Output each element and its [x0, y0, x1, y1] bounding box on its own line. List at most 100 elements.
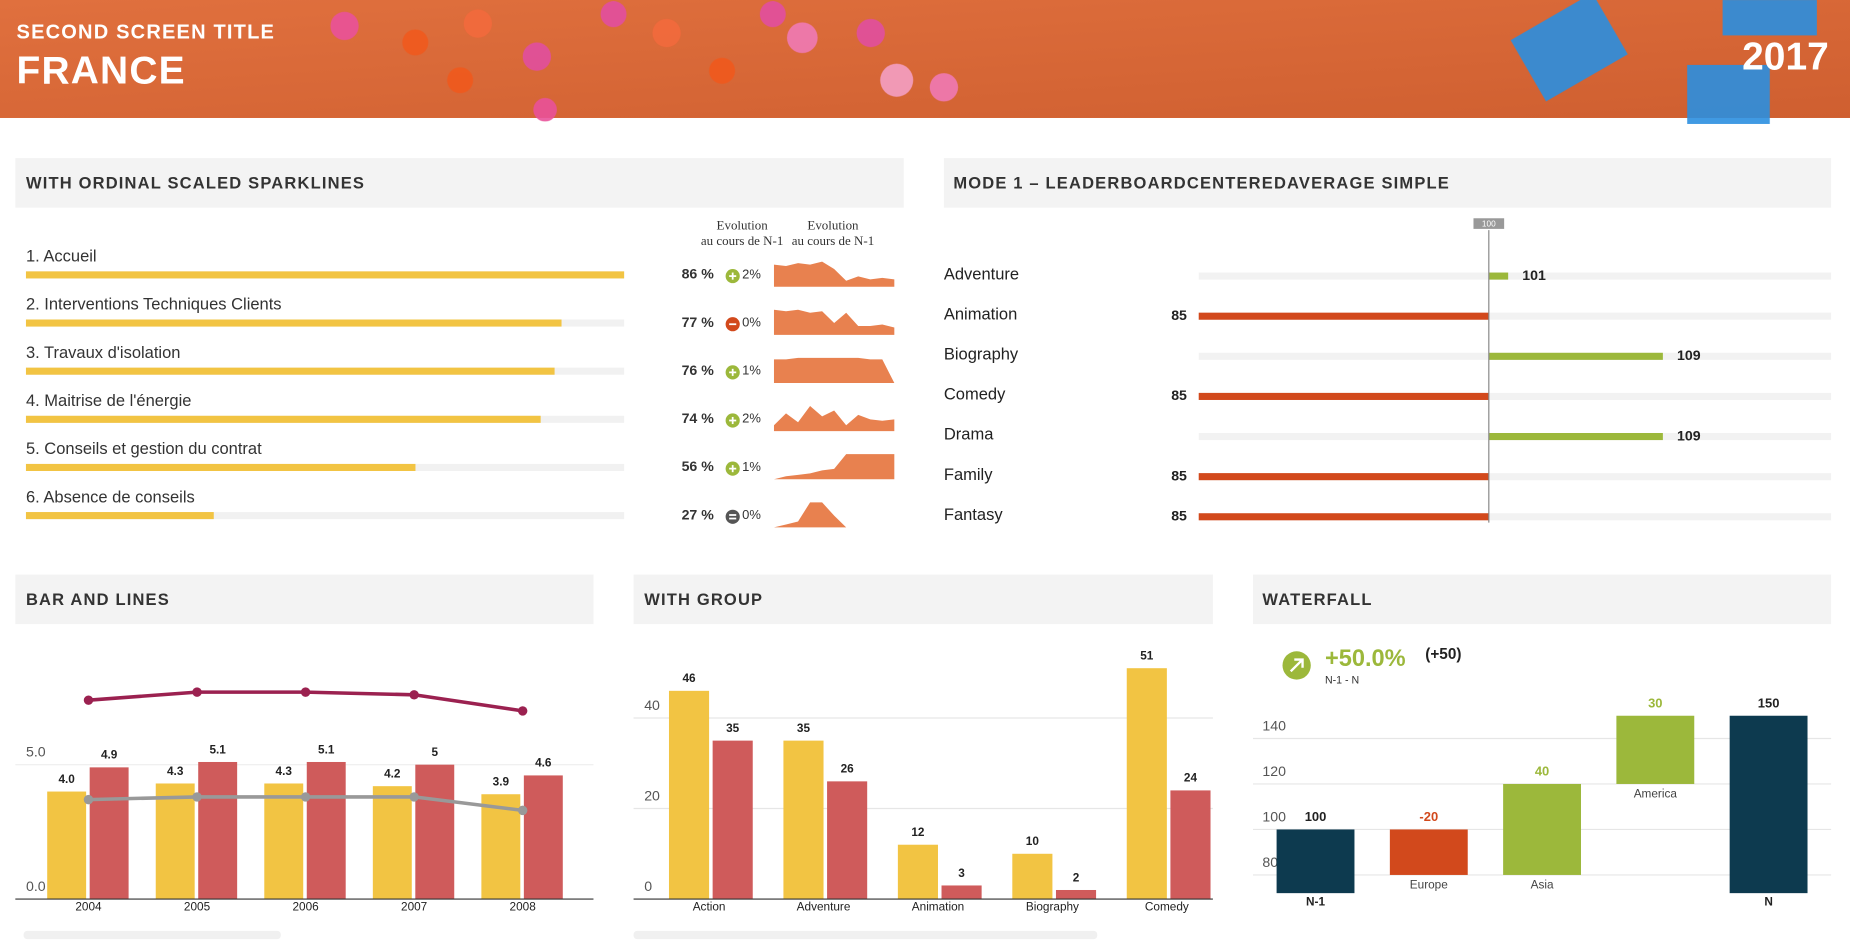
row-label: Animation: [944, 305, 1017, 323]
bar-track: [1198, 272, 1832, 280]
sparkline: [773, 454, 895, 480]
bar: [1055, 889, 1097, 900]
y-tick-label: 20: [644, 787, 660, 803]
x-tick-label: Europe: [1410, 879, 1448, 892]
x-tick-label: Biography: [1026, 900, 1079, 913]
bar: [1198, 513, 1489, 521]
row-label: 2. Interventions Techniques Clients: [26, 296, 282, 314]
value-label: 35: [797, 722, 811, 735]
bar: [1198, 473, 1489, 481]
sparkline: [773, 502, 895, 528]
evolution-label: 0%: [742, 314, 761, 329]
scrollbar: [633, 930, 1098, 940]
panel-header: [15, 574, 594, 625]
x-tick-label: Asia: [1531, 879, 1554, 892]
panel-title: MODE 1 – LEADERBOARDCENTEREDAVERAGE SIMP…: [953, 174, 1450, 192]
value-label: 46: [682, 672, 696, 685]
line-dot: [409, 792, 419, 802]
bar: [827, 781, 868, 900]
bar-track: [1198, 392, 1832, 400]
headline-caption: N-1 - N: [1325, 675, 1359, 687]
panel-header: [15, 158, 904, 208]
bar: [1488, 272, 1509, 280]
value-label: 85: [1171, 307, 1187, 323]
x-tick-label: 2008: [510, 900, 537, 913]
bar: [89, 767, 129, 900]
bar: [1503, 783, 1581, 875]
reference-label: 100: [1482, 219, 1496, 228]
row-label: Family: [944, 466, 993, 484]
column-header: Evolution: [717, 217, 769, 232]
value-label: 4.2: [384, 767, 401, 780]
value-label: 40: [1535, 764, 1549, 779]
bar-track: [25, 512, 625, 520]
panel-title: BAR AND LINES: [26, 591, 170, 609]
y-tick-label: 0.0: [26, 878, 46, 894]
value-label: 56 %: [682, 458, 715, 474]
bar-track: [1198, 513, 1832, 521]
x-tick-label: Animation: [912, 900, 964, 913]
y-tick-label: 5.0: [26, 744, 46, 760]
bar: [25, 367, 555, 375]
evolution-label: 1%: [742, 459, 761, 474]
bar: [1729, 715, 1808, 894]
sparkline: [773, 309, 895, 335]
value-label: 3.9: [493, 776, 510, 789]
bar: [1170, 790, 1211, 900]
evolution-label: 1%: [742, 363, 761, 378]
bar: [25, 271, 625, 279]
value-label: 10: [1026, 835, 1040, 848]
trend-icon: [725, 509, 740, 524]
headline: +50.0%: [1325, 645, 1406, 671]
bar: [1198, 312, 1489, 320]
value-label: 85: [1171, 467, 1187, 483]
value-label: 77 %: [682, 314, 715, 330]
line-dot: [409, 690, 419, 700]
row-label: 3. Travaux d'isolation: [26, 344, 181, 362]
bar: [25, 415, 541, 423]
row-label: Biography: [944, 345, 1019, 363]
line-dot: [192, 792, 202, 802]
bar: [198, 761, 238, 900]
value-label: 27 %: [682, 506, 715, 522]
bar: [25, 463, 416, 471]
bar: [897, 844, 938, 900]
value-label: 109: [1677, 347, 1701, 363]
value-label: 76 %: [682, 362, 715, 378]
value-label: -20: [1419, 809, 1438, 824]
value-label: 109: [1677, 427, 1701, 443]
value-label: 85: [1171, 508, 1187, 524]
headline-delta: (+50): [1425, 646, 1461, 663]
value-label: 150: [1758, 695, 1780, 710]
column-header: au cours de N-1: [701, 233, 783, 248]
reference-badge: [1473, 218, 1505, 229]
panel-title: WATERFALL: [1262, 591, 1372, 609]
bar: [1616, 715, 1695, 784]
headline-arrow: [1289, 658, 1304, 673]
panel-title: WITH ORDINAL SCALED SPARKLINES: [26, 174, 365, 192]
value-label: 86 %: [682, 266, 715, 282]
panel-header: [633, 574, 1213, 625]
y-tick-label: 80: [1262, 854, 1278, 870]
evolution-label: 0%: [742, 507, 761, 522]
value-label: 101: [1522, 267, 1546, 283]
bar: [25, 319, 562, 327]
column-header: au cours de N-1: [792, 233, 874, 248]
header: SECOND SCREEN TITLE FRANCE 2017: [0, 0, 1850, 124]
bar: [264, 783, 304, 900]
line-dot: [83, 695, 94, 705]
sparkline: [773, 357, 895, 383]
header-title: FRANCE: [17, 49, 186, 92]
scrollbar: [23, 930, 281, 940]
row-label: Fantasy: [944, 506, 1003, 524]
bar: [306, 761, 346, 900]
value-label: 26: [841, 763, 855, 776]
value-label: 4.3: [276, 765, 293, 778]
line-dot: [192, 687, 202, 697]
x-tick-label: N: [1764, 896, 1773, 909]
bar: [25, 512, 214, 520]
bar-track: [1198, 312, 1832, 320]
bar: [783, 740, 824, 900]
y-tick-label: 40: [644, 697, 660, 713]
